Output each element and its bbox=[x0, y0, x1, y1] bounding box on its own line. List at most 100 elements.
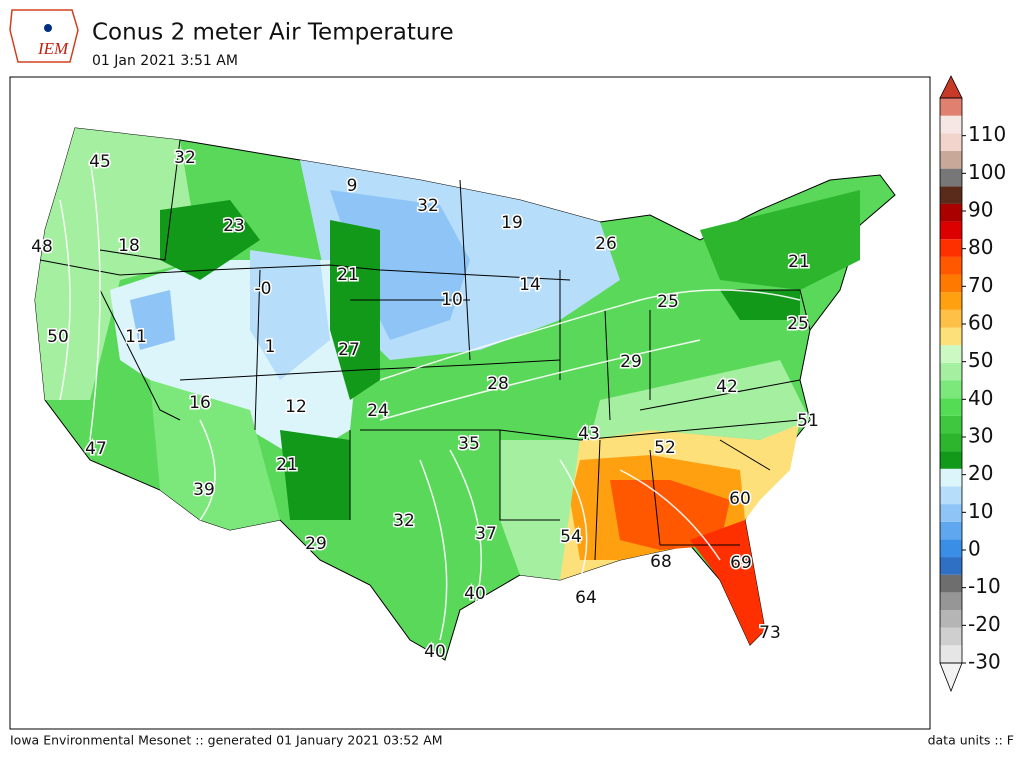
station-value: 40 bbox=[464, 584, 486, 604]
colorbar-bin bbox=[940, 557, 962, 575]
station-value: 21 bbox=[276, 455, 298, 475]
station-value: 68 bbox=[650, 552, 672, 572]
colorbar-tick-label: 60 bbox=[968, 311, 993, 335]
station-value: 25 bbox=[787, 314, 809, 334]
station-value: 32 bbox=[417, 196, 439, 216]
colorbar-bin bbox=[940, 98, 962, 116]
colorbar-bin bbox=[940, 186, 962, 204]
colorbar-tick-label: 40 bbox=[968, 386, 993, 410]
colorbar-bin bbox=[940, 521, 962, 540]
map bbox=[34, 127, 896, 661]
station-value: 16 bbox=[189, 393, 211, 413]
station-value: 51 bbox=[797, 411, 819, 431]
station-value: 21 bbox=[337, 265, 359, 285]
colorbar-bin bbox=[940, 504, 962, 522]
station-value: 69 bbox=[730, 553, 752, 573]
station-value: 24 bbox=[367, 401, 389, 421]
footer-left: Iowa Environmental Mesonet :: generated … bbox=[10, 733, 443, 748]
colorbar-bin bbox=[940, 610, 962, 628]
station-value: 18 bbox=[118, 236, 140, 256]
station-value: 27 bbox=[338, 340, 360, 360]
colorbar-bin bbox=[940, 468, 962, 487]
colorbar-bin bbox=[940, 380, 962, 399]
station-value: 32 bbox=[393, 511, 415, 531]
colorbar-tick-label: 110 bbox=[968, 122, 1006, 146]
station-value: 47 bbox=[85, 439, 107, 459]
station-value: 10 bbox=[441, 290, 463, 310]
colorbar-tick-label: 100 bbox=[968, 160, 1006, 184]
colorbar-bin bbox=[940, 398, 962, 416]
station-value: -0 bbox=[255, 279, 272, 299]
colorbar-bin bbox=[940, 256, 962, 275]
colorbar-bin bbox=[940, 592, 962, 611]
station-value: 37 bbox=[475, 524, 497, 544]
station-value: 60 bbox=[729, 489, 751, 509]
station-value: 50 bbox=[47, 327, 69, 347]
colorbar-bin bbox=[940, 433, 962, 452]
station-value: 19 bbox=[501, 213, 523, 233]
station-value: 26 bbox=[595, 234, 617, 254]
station-value: 21 bbox=[788, 252, 810, 272]
station-value: 14 bbox=[519, 275, 541, 295]
colorbar-tick-label: -10 bbox=[968, 574, 1001, 598]
colorbar-tick-label: 30 bbox=[968, 424, 993, 448]
station-value: 64 bbox=[575, 588, 597, 608]
station-value: 42 bbox=[716, 377, 738, 397]
colorbar-tick-label: 70 bbox=[968, 273, 993, 297]
colorbar-bin bbox=[940, 345, 962, 363]
colorbar-tick-label: 0 bbox=[968, 537, 981, 561]
station-value: 39 bbox=[193, 480, 215, 500]
colorbar-tick-label: -30 bbox=[968, 650, 1001, 674]
station-value: 28 bbox=[487, 374, 509, 394]
station-value: 32 bbox=[174, 148, 196, 168]
station-value: 1 bbox=[265, 337, 276, 357]
colorbar-tick-label: -20 bbox=[968, 612, 1001, 636]
colorbar-bin bbox=[940, 362, 962, 381]
station-value: 29 bbox=[305, 534, 327, 554]
station-value: 52 bbox=[654, 438, 676, 458]
station-value: 35 bbox=[458, 434, 480, 454]
colorbar-bin bbox=[940, 239, 962, 257]
station-value: 25 bbox=[657, 292, 679, 312]
colorbar-bin bbox=[940, 133, 962, 151]
colorbar-bin bbox=[940, 221, 962, 240]
subtitle: 01 Jan 2021 3:51 AM bbox=[92, 53, 238, 69]
station-value: 73 bbox=[759, 623, 781, 643]
colorbar-bin bbox=[940, 292, 962, 310]
colorbar-bin bbox=[940, 203, 962, 222]
colorbar-tick-label: 80 bbox=[968, 235, 993, 259]
colorbar-bin bbox=[940, 415, 962, 434]
colorbar-bin bbox=[940, 309, 962, 328]
station-value: 12 bbox=[285, 397, 307, 417]
station-value: 29 bbox=[620, 352, 642, 372]
colorbar-bin bbox=[940, 645, 962, 663]
colorbar-frame bbox=[939, 97, 963, 664]
logo-text: IEM bbox=[37, 39, 69, 58]
colorbar-bin bbox=[940, 274, 962, 293]
colorbar-bin bbox=[940, 574, 962, 593]
colorbar-bin bbox=[940, 539, 962, 558]
station-value: 43 bbox=[578, 424, 600, 444]
station-value: 11 bbox=[125, 327, 147, 347]
colorbar-bin bbox=[940, 627, 962, 646]
colorbar-tick-label: 10 bbox=[968, 499, 993, 523]
colorbar-tick-label: 90 bbox=[968, 198, 993, 222]
station-value: 9 bbox=[347, 176, 358, 196]
station-value: 45 bbox=[89, 152, 111, 172]
colorbar-bin bbox=[940, 115, 962, 134]
station-value: 54 bbox=[560, 527, 582, 547]
colorbar-bin bbox=[940, 327, 962, 346]
title: Conus 2 meter Air Temperature bbox=[92, 20, 454, 46]
colorbar-extend-high bbox=[939, 75, 963, 99]
colorbar-bin bbox=[940, 150, 962, 169]
colorbar-bin bbox=[940, 168, 962, 187]
colorbar-bin bbox=[940, 451, 962, 469]
colorbar: -30 -20 -10 0 10 20 30 40 50 60 70 80 90 100 110 bbox=[939, 75, 1006, 693]
logo: IEM bbox=[9, 9, 79, 63]
colorbar-extend-low bbox=[939, 662, 963, 693]
station-value: 48 bbox=[31, 237, 53, 257]
colorbar-tick-label: 50 bbox=[968, 348, 993, 372]
colorbar-bin bbox=[940, 486, 962, 505]
